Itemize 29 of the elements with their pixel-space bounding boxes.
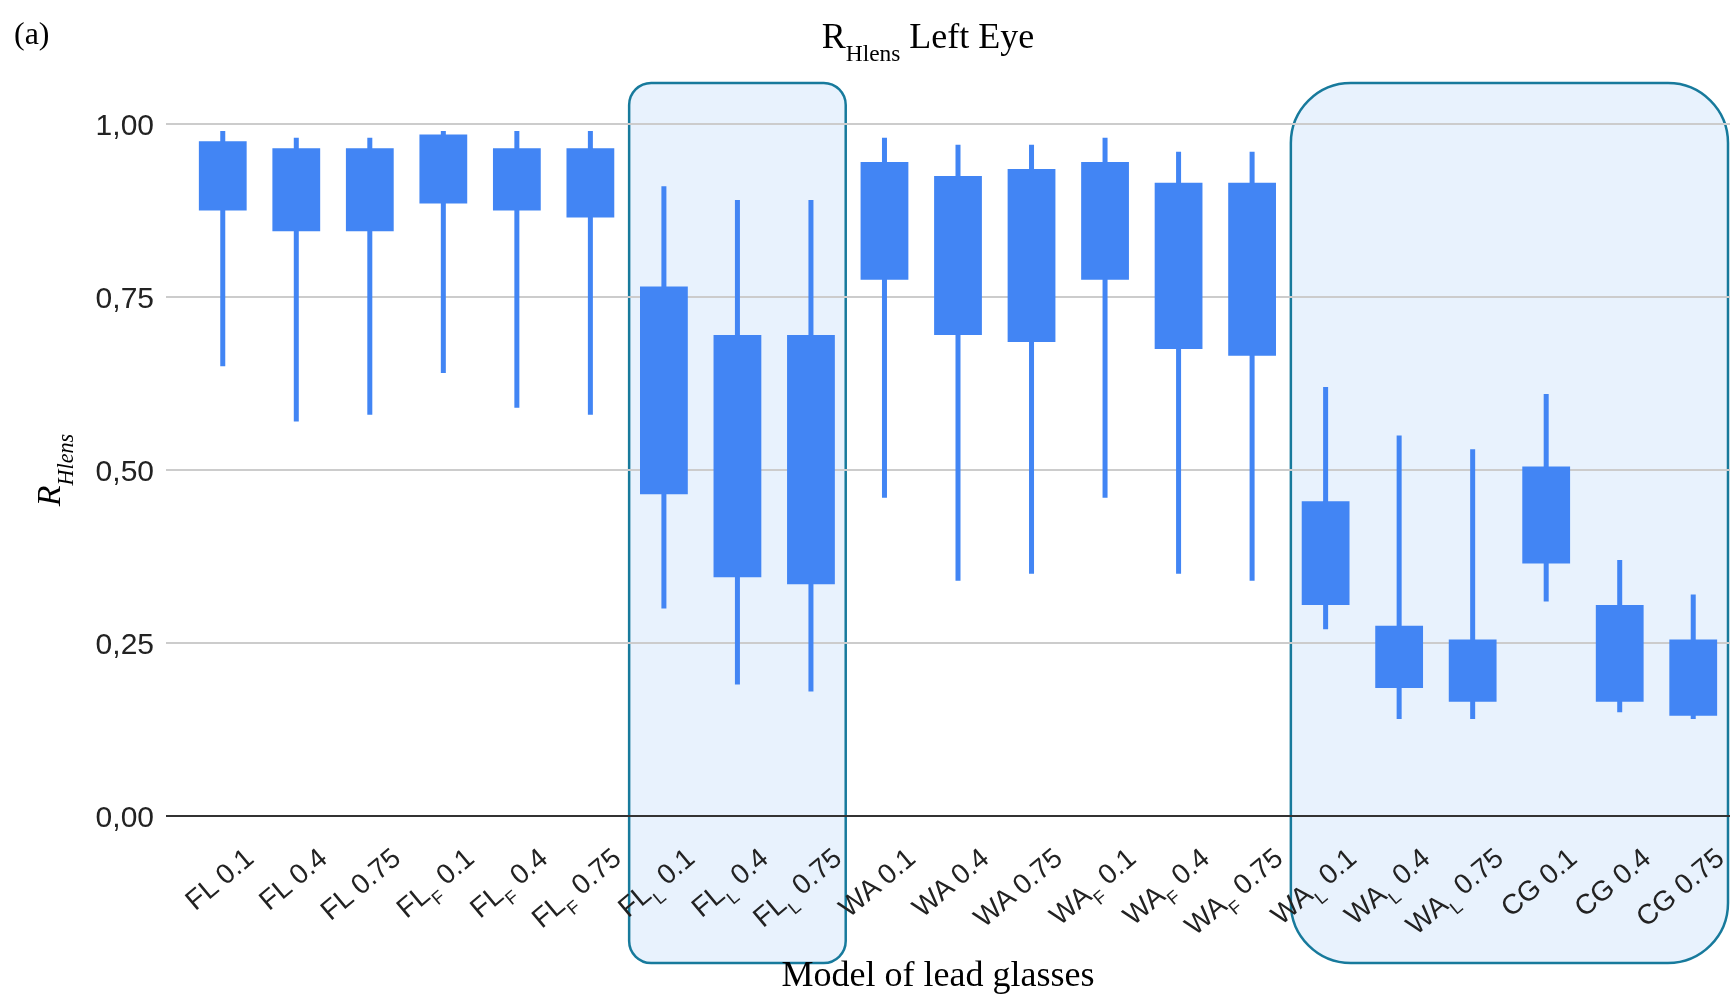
candlestick: [1669, 594, 1718, 720]
candlestick: [1154, 151, 1203, 574]
candlestick: [198, 130, 247, 367]
candlestick: [1301, 386, 1350, 630]
candlestick: [934, 144, 982, 581]
candlestick: [345, 137, 394, 415]
chart-title: R$_{Hlens}$ Left Eye: [821, 16, 1035, 66]
y-tick-label: 1,00: [95, 107, 154, 141]
candlestick: [1595, 559, 1644, 713]
candlestick: [566, 130, 615, 415]
y-tick-label: 0,75: [95, 280, 154, 314]
x-axis-title: Model of lead glasses: [781, 954, 1095, 994]
y-tick-label: 0,25: [95, 626, 154, 660]
candlestick: [1448, 449, 1497, 720]
candlestick: [787, 200, 835, 692]
candlestick: [1081, 137, 1129, 498]
candlestick: [640, 186, 688, 609]
candlestick: [860, 137, 909, 498]
candlestick: [419, 130, 468, 374]
text: (a): [14, 15, 50, 51]
candlestick: [1375, 435, 1424, 720]
candlestick: [1007, 144, 1056, 574]
y-tick-label: 0,00: [95, 799, 154, 833]
candlestick: [1522, 393, 1571, 602]
candlestick: [1228, 151, 1276, 581]
candlestick: [492, 130, 541, 408]
candlestick: [272, 137, 321, 422]
y-tick-label: 0,50: [95, 453, 154, 487]
candlestick: [713, 200, 762, 685]
